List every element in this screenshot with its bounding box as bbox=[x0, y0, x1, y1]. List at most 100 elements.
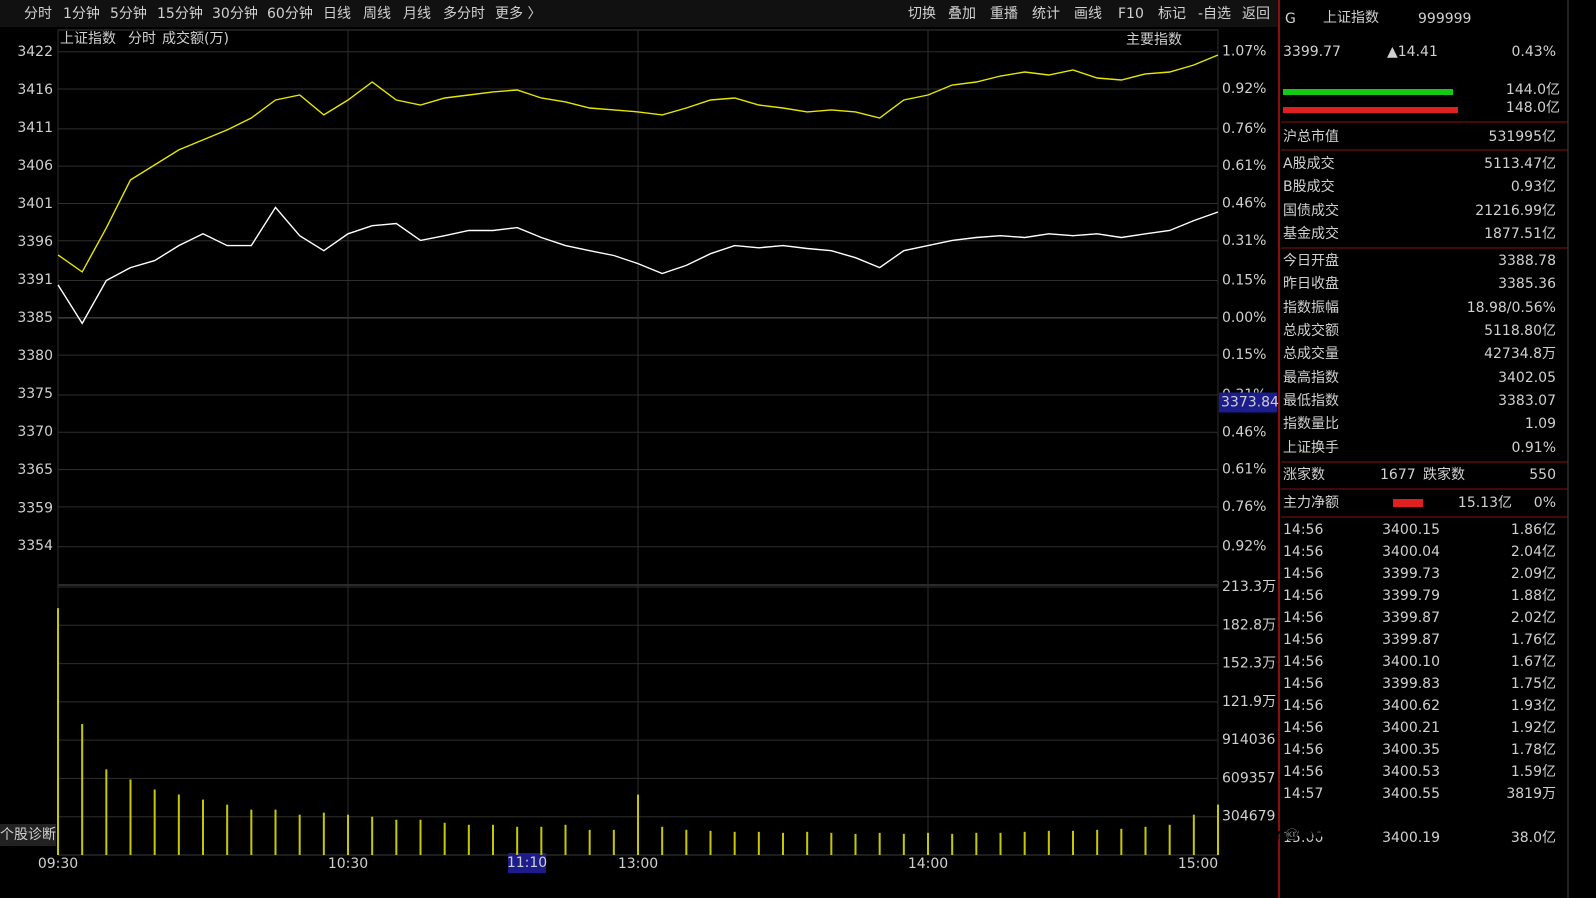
volume-bar bbox=[975, 832, 978, 855]
y2-tick-label: 0.15% bbox=[1222, 273, 1266, 289]
stat-label: 今日开盘 bbox=[1283, 252, 1339, 269]
stat-label: 总成交量 bbox=[1283, 345, 1339, 362]
volume-bar bbox=[129, 779, 132, 855]
tick-amount: 1.93亿 bbox=[1511, 698, 1556, 714]
toolbar-tab[interactable]: 分时 bbox=[24, 6, 52, 22]
net-flow-value: 15.13亿 bbox=[1458, 495, 1512, 511]
cursor-time: 11:10 bbox=[507, 855, 547, 871]
toolbar-button[interactable]: 标记 bbox=[1158, 6, 1186, 22]
toolbar-tab[interactable]: 30分钟 bbox=[212, 5, 258, 22]
volume-bar bbox=[1023, 831, 1026, 855]
volume-bar bbox=[1120, 828, 1123, 855]
y-tick-label: 3370 bbox=[17, 424, 53, 440]
buy-bar bbox=[1283, 89, 1453, 95]
volume-tick-label: 609357 bbox=[1222, 770, 1275, 786]
toolbar-button[interactable]: -自选 bbox=[1198, 6, 1231, 22]
net-flow-label: 主力净额 bbox=[1283, 495, 1339, 511]
index-button[interactable]: 主要指数 bbox=[1126, 32, 1182, 48]
stat-value: 0.91% bbox=[1512, 440, 1556, 456]
breadth-up-label: 涨家数 bbox=[1283, 466, 1325, 483]
diagnose-button[interactable]: 个股诊断 bbox=[0, 827, 56, 843]
tick-time: 14:56 bbox=[1283, 720, 1323, 736]
toolbar-button[interactable]: 重播 bbox=[990, 6, 1018, 22]
y-tick-label: 3416 bbox=[17, 82, 53, 98]
volume-bar bbox=[274, 809, 277, 855]
toolbar-tab[interactable]: 5分钟 bbox=[110, 5, 147, 22]
tick-amount: 38.0亿 bbox=[1511, 830, 1556, 846]
tick-amount: 1.88亿 bbox=[1511, 588, 1556, 604]
watermark: 头条 @高兴高堂 bbox=[1252, 825, 1355, 842]
volume-bar bbox=[250, 809, 253, 855]
volume-bar bbox=[878, 832, 881, 855]
toolbar-button[interactable]: F10 bbox=[1118, 6, 1144, 22]
tick-time: 14:56 bbox=[1283, 544, 1323, 560]
y-tick-label: 3422 bbox=[17, 44, 53, 60]
volume-bar bbox=[540, 826, 543, 855]
stat-value: 42734.8万 bbox=[1484, 346, 1556, 362]
tick-time: 15:00 bbox=[1283, 830, 1323, 846]
toolbar-button[interactable]: 返回 bbox=[1242, 6, 1270, 22]
toolbar-tab[interactable]: 15分钟 bbox=[157, 5, 203, 22]
toolbar-tab[interactable]: 月线 bbox=[403, 6, 431, 22]
price-line bbox=[57, 54, 1219, 273]
y-tick-label: 3380 bbox=[17, 348, 53, 364]
tick-price: 3400.15 bbox=[1382, 522, 1440, 538]
tick-time: 14:56 bbox=[1283, 742, 1323, 758]
y2-tick-label: 0.46% bbox=[1222, 195, 1266, 211]
y-tick-label: 3411 bbox=[17, 120, 53, 136]
volume-bar bbox=[757, 831, 760, 855]
volume-bar bbox=[1096, 829, 1099, 855]
volume-tick-label: 121.9万 bbox=[1222, 694, 1276, 710]
volume-bar bbox=[105, 769, 108, 855]
toolbar-bg bbox=[0, 0, 1278, 27]
tick-time: 14:56 bbox=[1283, 676, 1323, 692]
y-tick-label: 3359 bbox=[17, 501, 53, 517]
tick-price: 3400.04 bbox=[1382, 544, 1440, 560]
y-tick-label: 3354 bbox=[17, 538, 53, 554]
volume-bar bbox=[492, 824, 494, 855]
toolbar-button[interactable]: 切换 bbox=[908, 5, 936, 22]
volume-bar bbox=[661, 826, 664, 855]
stat-label: A股成交 bbox=[1283, 155, 1335, 172]
volume-tick-label: 304679 bbox=[1222, 809, 1275, 825]
tick-price: 3400.62 bbox=[1382, 698, 1440, 714]
stat-value: 531995亿 bbox=[1489, 129, 1556, 145]
tick-price: 3400.53 bbox=[1382, 764, 1440, 780]
y2-tick-label: 0.76% bbox=[1222, 121, 1266, 137]
cursor-time-bg bbox=[508, 853, 546, 873]
quote-price: 3399.77 bbox=[1283, 44, 1341, 60]
x-tick-label: 14:00 bbox=[908, 856, 948, 872]
quote-name: 上证指数 bbox=[1323, 10, 1379, 26]
stat-label: 基金成交 bbox=[1283, 225, 1339, 242]
price-line bbox=[57, 206, 1219, 325]
toolbar-tab[interactable]: 周线 bbox=[363, 6, 391, 22]
toolbar-button[interactable]: 统计 bbox=[1032, 6, 1060, 22]
volume-tick-label: 213.3万 bbox=[1222, 579, 1276, 595]
y2-tick-label: 0.92% bbox=[1222, 81, 1266, 97]
y2-tick-label: 0.00% bbox=[1222, 310, 1266, 326]
toolbar-tab[interactable]: 日线 bbox=[323, 6, 351, 22]
tick-time: 14:56 bbox=[1283, 566, 1323, 582]
volume-bar bbox=[322, 812, 325, 855]
y-tick-label: 3365 bbox=[17, 462, 53, 478]
volume-bar bbox=[298, 814, 301, 855]
tick-price: 3399.73 bbox=[1382, 566, 1440, 582]
tick-amount: 2.09亿 bbox=[1511, 566, 1556, 582]
toolbar-tab[interactable]: 1分钟 bbox=[63, 5, 100, 22]
stat-value: 5113.47亿 bbox=[1484, 156, 1556, 172]
volume-bar bbox=[951, 833, 954, 855]
tick-price: 3399.87 bbox=[1382, 632, 1440, 648]
toolbar-button[interactable]: 画线 bbox=[1074, 6, 1102, 22]
stat-value: 3385.36 bbox=[1498, 276, 1556, 292]
toolbar-tab[interactable]: 多分时 bbox=[443, 5, 485, 22]
toolbar-tab[interactable]: 60分钟 bbox=[267, 5, 313, 22]
volume-bar bbox=[395, 819, 398, 855]
toolbar-tab[interactable]: 更多 〉 bbox=[495, 5, 541, 22]
cursor-price: 3373.84 bbox=[1221, 395, 1279, 411]
volume-bar bbox=[854, 833, 857, 855]
toolbar-button[interactable]: 叠加 bbox=[948, 6, 976, 22]
chart-subtitle: 分时 bbox=[128, 31, 156, 47]
volume-bar bbox=[1192, 814, 1195, 855]
stat-label: 最低指数 bbox=[1283, 393, 1339, 409]
stat-value: 5118.80亿 bbox=[1484, 323, 1556, 339]
